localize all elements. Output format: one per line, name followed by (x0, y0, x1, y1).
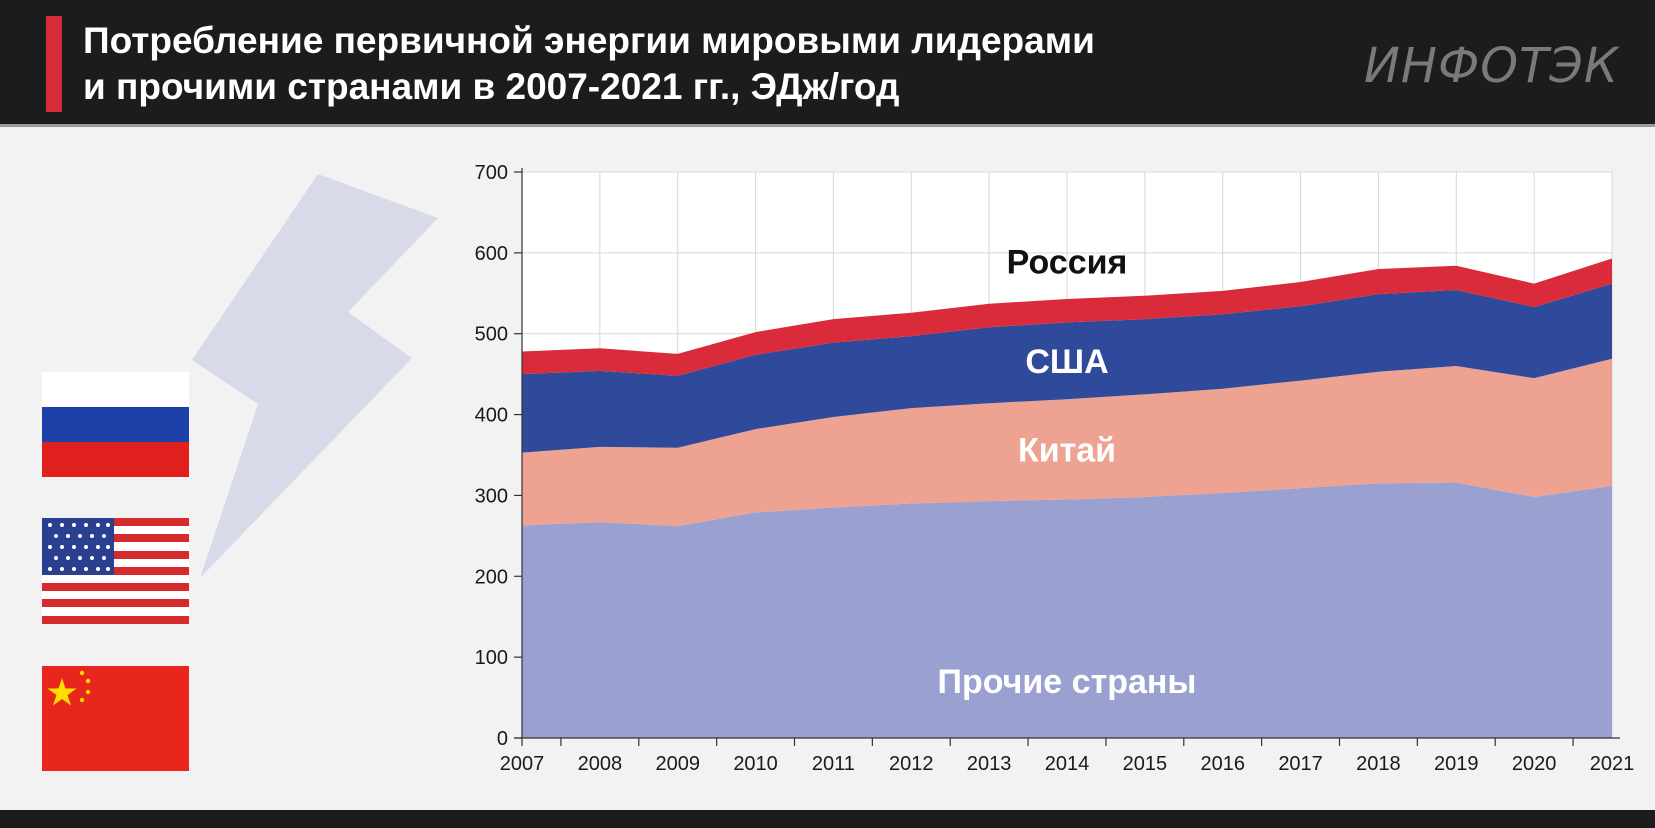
lightning-bolt-icon (192, 174, 438, 578)
header-divider (0, 124, 1655, 127)
y-tick-label: 300 (475, 485, 508, 507)
series-label-usa: США (1025, 343, 1108, 381)
x-tick-label: 2015 (1123, 753, 1168, 775)
x-tick-label: 2012 (889, 753, 934, 775)
footer-bar (0, 810, 1655, 828)
header-bar: Потребление первичной энергии мировыми л… (0, 0, 1655, 126)
y-tick-label: 700 (475, 162, 508, 184)
title-line-1: Потребление первичной энергии мировыми л… (83, 20, 1095, 61)
y-tick-label: 400 (475, 405, 508, 427)
x-tick-label: 2008 (578, 753, 623, 775)
china-flag-icon (42, 666, 189, 771)
x-tick-label: 2013 (967, 753, 1012, 775)
x-tick-label: 2020 (1512, 753, 1557, 775)
area-china (522, 358, 1612, 527)
y-tick-label: 200 (475, 566, 508, 588)
accent-stripe (46, 16, 62, 112)
x-tick-label: 2010 (733, 753, 778, 775)
x-tick-label: 2011 (812, 753, 855, 775)
y-tick-label: 600 (475, 243, 508, 265)
page-title: Потребление первичной энергии мировыми л… (83, 18, 1233, 110)
y-tick-label: 500 (475, 324, 508, 346)
x-tick-label: 2018 (1356, 753, 1401, 775)
area-usa (522, 283, 1612, 453)
area-other-countries (522, 482, 1612, 738)
series-label-china: Китай (1018, 431, 1116, 469)
brand-logo: ИНФОТЭК (1363, 38, 1619, 94)
x-tick-label: 2021 (1590, 753, 1635, 775)
stacked-area-chart: 0 100 200 300 400 500 600 700 2007 2008 2009 2010 20… (475, 162, 1635, 775)
usa-flag-icon (42, 518, 189, 624)
x-tick-label: 2009 (655, 753, 700, 775)
x-tick-label: 2019 (1434, 753, 1479, 775)
x-tick-label: 2017 (1278, 753, 1323, 775)
x-tick-label: 2007 (500, 753, 545, 775)
title-line-2: и прочими странами в 2007-2021 гг., ЭДж/… (83, 66, 900, 107)
russia-flag-icon (42, 372, 189, 477)
series-label-other: Прочие страны (938, 663, 1197, 701)
area-russia (522, 258, 1612, 376)
x-tick-label: 2016 (1200, 753, 1245, 775)
series-label-russia: Россия (1007, 243, 1128, 281)
y-tick-label: 0 (497, 728, 508, 750)
x-tick-label: 2014 (1045, 753, 1090, 775)
y-tick-label: 100 (475, 647, 508, 669)
